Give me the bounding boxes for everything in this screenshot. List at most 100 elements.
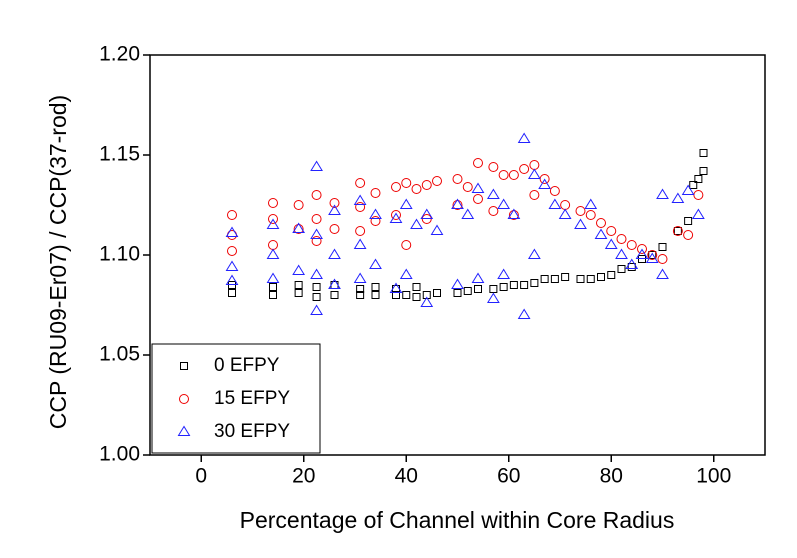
marker-triangle — [177, 425, 191, 436]
marker-triangle — [461, 208, 475, 219]
marker-square — [312, 293, 321, 301]
marker-square — [673, 227, 682, 235]
marker-triangle — [353, 194, 367, 205]
marker-circle — [657, 254, 668, 264]
marker-triangle — [615, 248, 628, 259]
marker-triangle — [471, 182, 485, 193]
marker-triangle — [266, 218, 280, 229]
marker-triangle — [225, 260, 239, 271]
marker-circle — [585, 210, 596, 220]
marker-square — [530, 279, 539, 287]
legend-label: 0 EFPY — [214, 355, 280, 376]
marker-triangle — [625, 258, 639, 269]
marker-triangle — [527, 248, 541, 259]
y-tick-label: 1.20 — [99, 43, 140, 66]
marker-square — [463, 287, 472, 295]
marker-square — [433, 289, 441, 297]
marker-triangle — [656, 188, 669, 199]
x-tick-label: 0 — [195, 465, 207, 488]
marker-triangle — [691, 208, 705, 219]
marker-circle — [549, 186, 560, 196]
legend-label: 30 EFPY — [214, 421, 290, 442]
marker-square — [412, 293, 421, 301]
marker-square — [684, 217, 693, 225]
marker-triangle — [266, 272, 280, 283]
marker-triangle — [451, 278, 464, 289]
x-axis-label: Percentage of Channel within Core Radius — [240, 507, 675, 533]
marker-square — [402, 291, 411, 299]
x-tick-label: 80 — [600, 465, 623, 488]
marker-triangle — [310, 268, 323, 279]
marker-circle — [508, 210, 519, 220]
marker-triangle — [548, 198, 562, 209]
marker-circle — [498, 170, 509, 180]
marker-square — [607, 271, 616, 279]
marker-square — [597, 273, 605, 281]
marker-circle — [268, 240, 278, 250]
marker-circle — [391, 182, 401, 192]
y-axis-label: CCP (RU09-Er07) / CCP(37-rod) — [45, 95, 71, 429]
marker-triangle — [635, 248, 649, 259]
marker-square — [499, 283, 508, 291]
marker-square — [520, 281, 529, 289]
marker-circle — [401, 178, 412, 188]
marker-triangle — [486, 292, 500, 303]
marker-circle — [462, 182, 473, 192]
y-tick-label: 1.00 — [99, 443, 140, 466]
marker-circle — [355, 178, 366, 188]
marker-circle — [626, 240, 637, 250]
marker-square — [699, 149, 708, 157]
marker-square — [689, 181, 698, 189]
marker-square — [576, 275, 585, 283]
marker-square — [180, 362, 188, 370]
marker-circle — [432, 176, 442, 186]
marker-triangle — [420, 208, 434, 219]
marker-circle — [311, 236, 322, 246]
marker-triangle — [420, 296, 434, 307]
marker-triangle — [328, 248, 341, 259]
marker-circle — [683, 230, 694, 240]
marker-triangle — [389, 282, 403, 293]
marker-triangle — [369, 208, 382, 219]
marker-square — [228, 289, 236, 297]
marker-triangle — [310, 228, 323, 239]
marker-circle — [488, 206, 499, 216]
marker-square — [371, 283, 380, 291]
marker-circle — [311, 190, 322, 200]
marker-triangle — [225, 226, 239, 237]
marker-square — [371, 291, 380, 299]
marker-circle — [401, 240, 412, 250]
marker-triangle — [681, 184, 695, 195]
marker-triangle — [497, 268, 511, 279]
marker-square — [586, 275, 595, 283]
marker-square — [312, 283, 321, 291]
marker-circle — [293, 224, 304, 234]
marker-circle — [606, 226, 617, 236]
y-tick-label: 1.10 — [99, 243, 140, 266]
y-tick-label: 1.05 — [99, 343, 140, 366]
marker-triangle — [517, 308, 531, 319]
marker-circle — [519, 164, 530, 174]
marker-square — [658, 243, 667, 251]
marker-square — [392, 291, 400, 299]
marker-square — [540, 275, 549, 283]
marker-triangle — [353, 238, 367, 249]
marker-triangle — [486, 188, 500, 199]
marker-circle — [616, 234, 627, 244]
marker-circle — [355, 226, 366, 236]
marker-circle — [596, 218, 606, 228]
marker-circle — [529, 190, 540, 200]
marker-triangle — [471, 272, 485, 283]
marker-square — [694, 175, 703, 183]
marker-square — [294, 289, 303, 297]
marker-triangle — [671, 192, 685, 203]
marker-circle — [647, 250, 658, 260]
marker-circle — [268, 198, 278, 208]
marker-triangle — [430, 224, 444, 235]
marker-triangle — [574, 218, 587, 229]
marker-triangle — [328, 278, 341, 289]
marker-triangle — [410, 218, 423, 229]
marker-circle — [693, 190, 704, 200]
marker-circle — [452, 174, 463, 184]
